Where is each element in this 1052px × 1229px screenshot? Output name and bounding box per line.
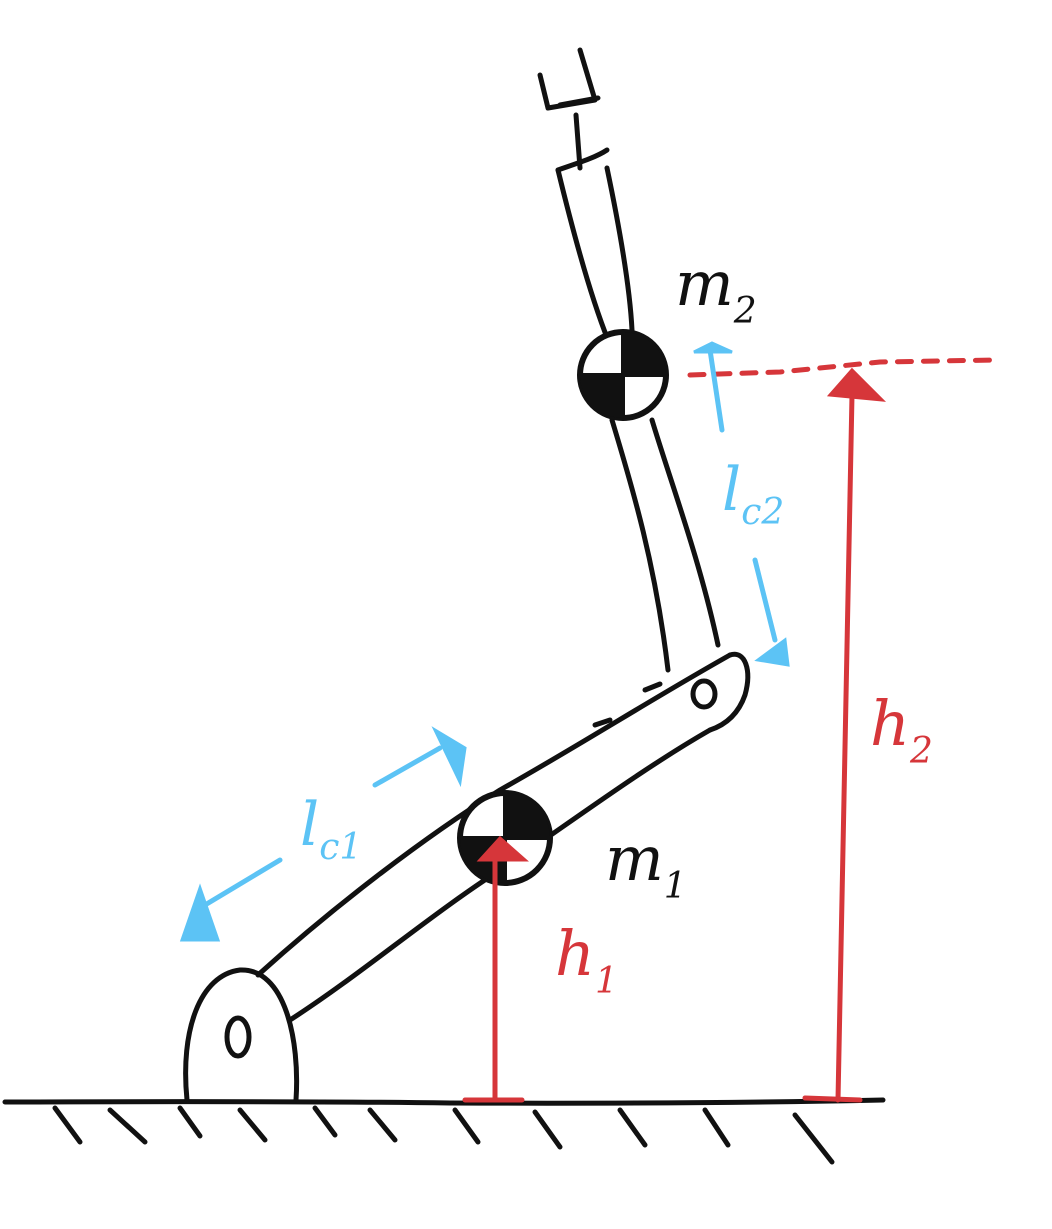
center-of-mass-2 xyxy=(577,329,669,421)
m1-label: m1 xyxy=(605,822,687,907)
lc1-arrow xyxy=(179,726,467,942)
ground-hatching xyxy=(52,1105,835,1165)
ground xyxy=(2,1097,886,1165)
lc2-label: lc2 xyxy=(722,455,784,533)
center-of-mass-1 xyxy=(457,790,553,886)
gripper-icon xyxy=(537,47,601,171)
h2-arrow xyxy=(802,367,887,1103)
lc2-arrow xyxy=(693,341,790,667)
base-pivot xyxy=(183,967,300,1103)
h2-reference-line xyxy=(687,357,998,378)
h1-arrow xyxy=(462,835,529,1103)
m2-label: m2 xyxy=(675,247,757,332)
h1-label: h1 xyxy=(555,917,618,1002)
lc1-label: lc1 xyxy=(300,790,362,868)
h2-label: h2 xyxy=(870,687,933,772)
link-2 xyxy=(555,147,721,673)
